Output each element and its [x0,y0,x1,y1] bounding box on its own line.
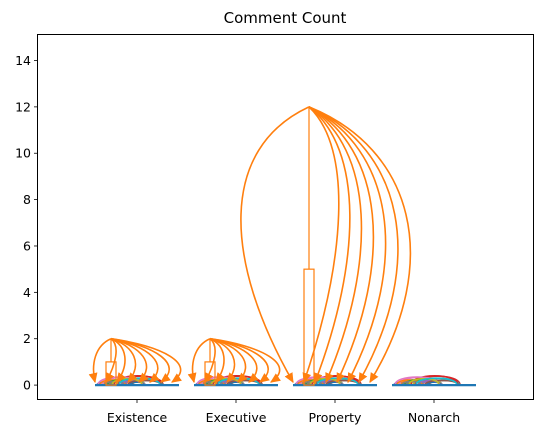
arrow-arc [308,106,412,384]
category-group [392,375,476,387]
arrow-arc [308,106,375,384]
baseline-arc [111,377,143,386]
y-tick-label: 8 [23,192,31,207]
chart-title: Comment Count [224,9,347,27]
baseline-arc [408,377,440,386]
y-tick-label: 14 [15,53,31,68]
arrow-arc [88,337,112,384]
arrow-arc [110,337,126,384]
category-group [88,337,182,387]
x-tick-label: Executive [206,410,267,425]
arrow-arc [209,337,281,383]
chart-marks [88,106,476,387]
arrow-arc [187,337,211,384]
arrow-arc [240,106,310,384]
x-tick-label: Property [309,410,362,425]
y-tick-label: 6 [23,238,31,253]
y-tick-label: 0 [23,378,31,393]
arrow-arc [308,106,399,384]
arrow-arc [105,338,117,384]
baseline-arc [415,377,458,386]
y-tick-label: 2 [23,331,31,346]
x-tick-label: Existence [107,410,168,425]
arrow-arc [308,106,387,384]
y-tick-label: 4 [23,285,31,300]
y-tick-label: 10 [15,146,31,161]
arrow-arc [209,337,225,384]
baseline-arc [309,377,341,386]
x-axis: Existence Executive Property Nonarch [107,399,460,425]
arrow-arc [308,106,351,384]
x-tick-label: Nonarch [408,410,460,425]
arrow-arc [308,106,363,384]
category-group [240,106,412,387]
category-group [187,337,281,387]
y-tick-label: 12 [15,99,31,114]
plot-frame [37,34,534,400]
y-axis: 0 2 4 6 8 10 12 14 [15,53,38,393]
baseline-arc [210,377,242,386]
arrow-arc [110,337,182,383]
arrow-arc [204,338,216,384]
arrow-arc [302,106,340,384]
